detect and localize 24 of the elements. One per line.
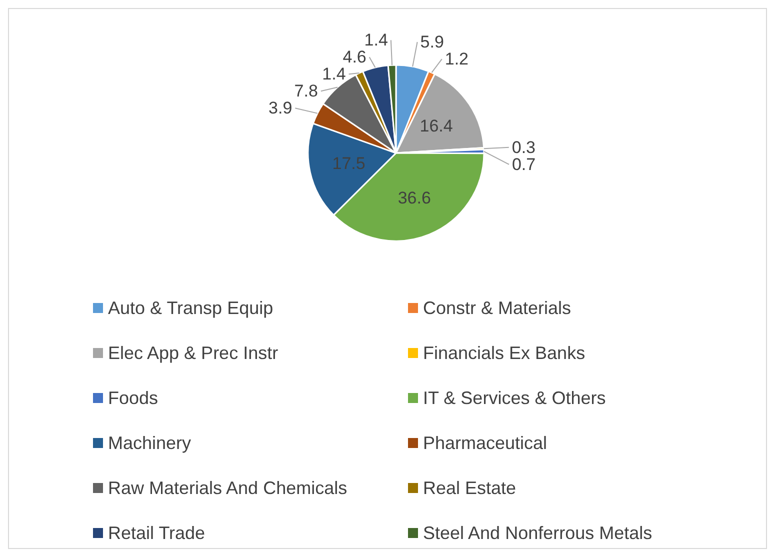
legend-label: Steel And Nonferrous Metals: [423, 523, 652, 543]
legend-label: Financials Ex Banks: [423, 343, 586, 363]
data-label: 5.9: [420, 32, 444, 52]
data-label: 7.8: [294, 82, 318, 101]
legend-label: Retail Trade: [108, 523, 206, 543]
legend-label: Auto & Transp Equip: [108, 298, 274, 318]
data-label: 17.5: [332, 154, 366, 174]
data-label: 1.2: [444, 50, 469, 69]
data-label: 1.4: [364, 30, 388, 50]
legend-label: Constr & Materials: [423, 298, 572, 318]
legend-label: Pharmaceutical: [423, 433, 548, 453]
data-label: 3.9: [268, 98, 292, 118]
data-label: 4.6: [342, 48, 366, 67]
legend-label: Elec App & Prec Instr: [108, 343, 278, 363]
data-label: 36.6: [398, 188, 431, 208]
data-label: 1.4: [322, 64, 346, 84]
legend-label: Raw Materials And Chemicals: [108, 478, 348, 498]
legend-label: Real Estate: [423, 478, 516, 498]
data-label: 0.3: [512, 138, 536, 157]
data-label: 16.4: [420, 116, 453, 136]
legend-label: IT & Services & Others: [423, 388, 606, 408]
legend-label: Machinery: [108, 433, 192, 453]
data-label: 0.7: [512, 154, 536, 174]
legend-label: Foods: [108, 388, 158, 408]
